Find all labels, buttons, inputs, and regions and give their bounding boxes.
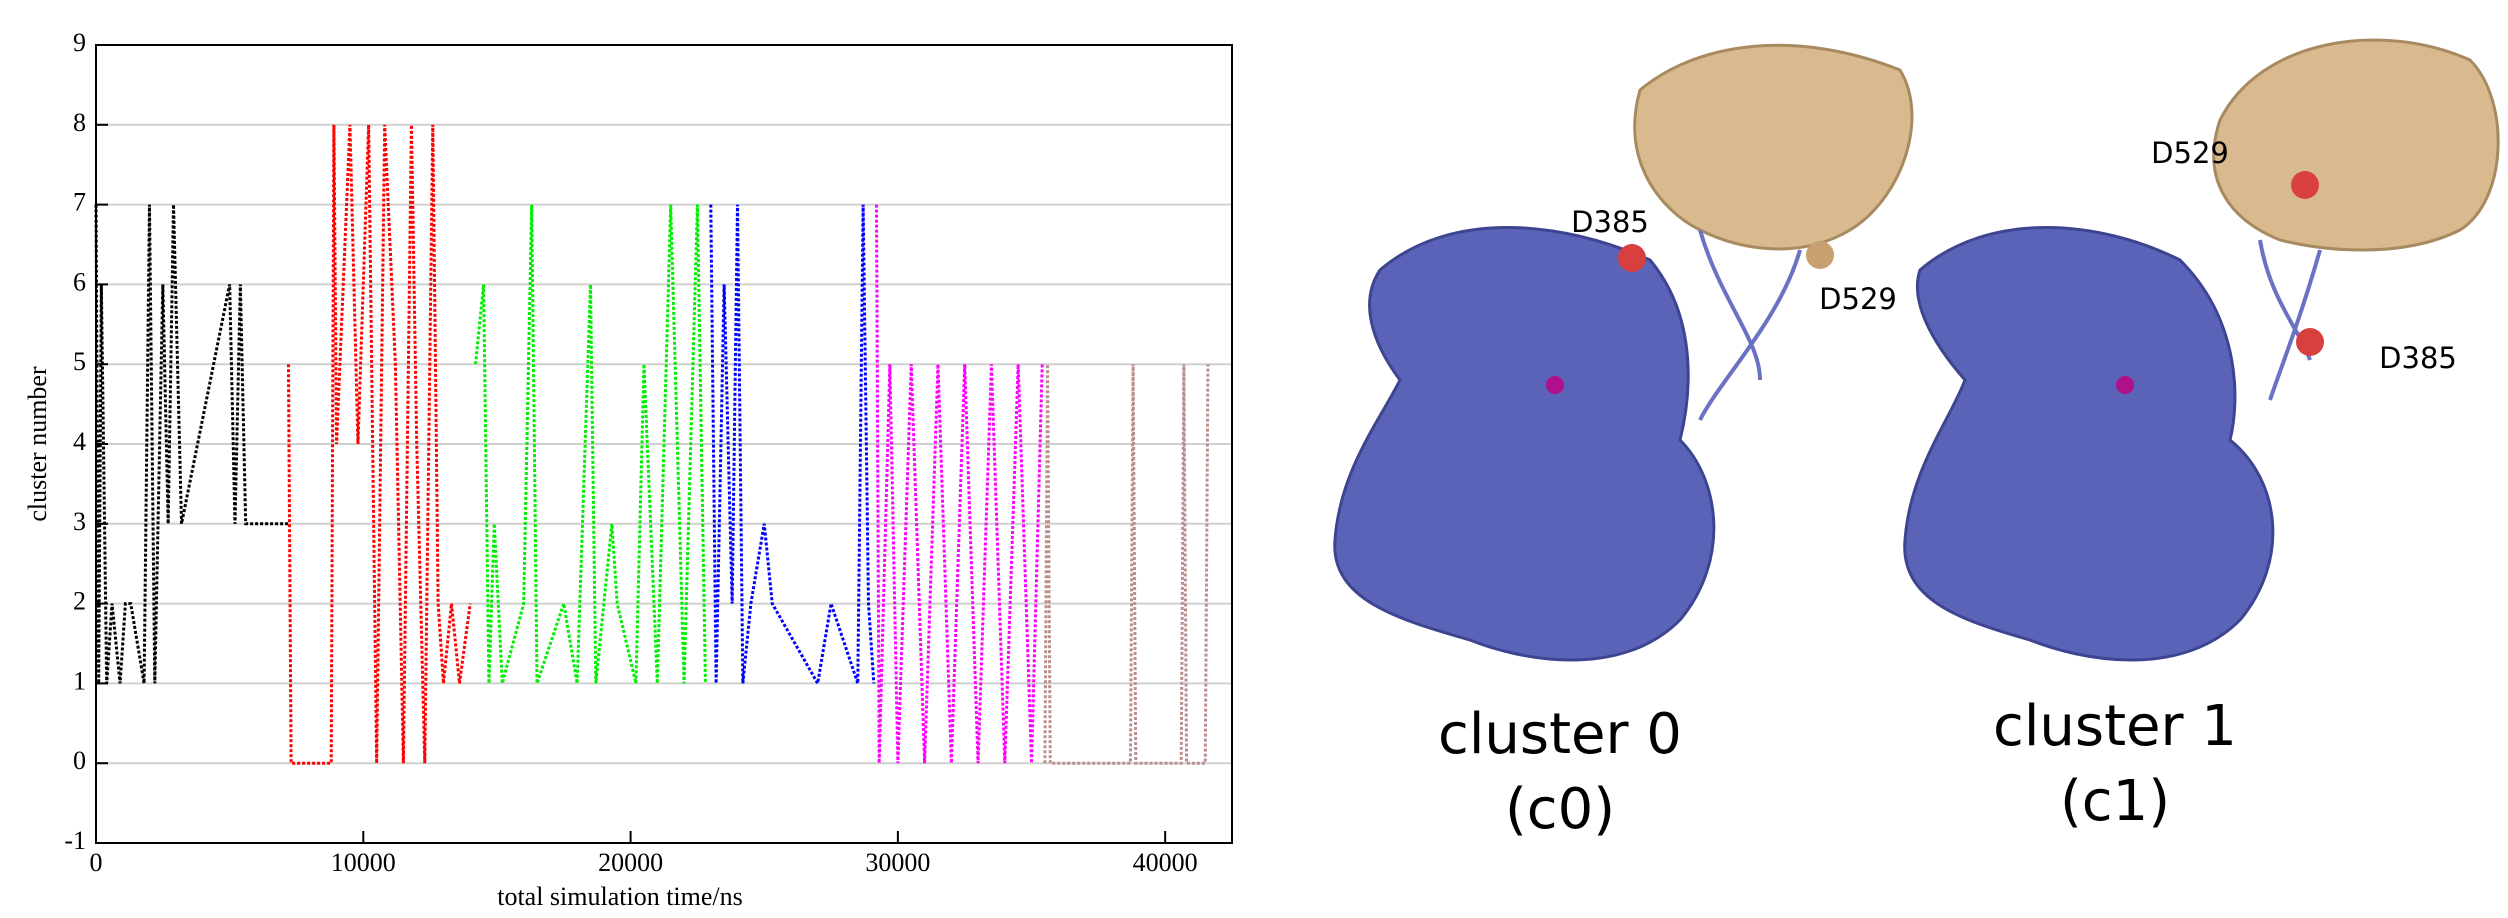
y-tick-label: 2 (73, 587, 86, 616)
y-tick-label: 4 (73, 427, 86, 456)
y-tick-label: 5 (73, 347, 86, 376)
y-tick-label: 7 (73, 188, 86, 217)
structure-images (1333, 38, 2500, 662)
y-tick-label: 6 (73, 267, 86, 296)
structure-subtitle: (c0) (1505, 777, 1615, 842)
plot-frame (95, 44, 1233, 844)
protein-cluster-0 (1333, 43, 1914, 662)
structure-labels: D385 D529 cluster 0 (c0) D529 D385 clust… (1438, 136, 2457, 842)
residue-label: D529 (1819, 282, 1897, 316)
y-axis-label: cluster number (23, 366, 52, 522)
protein-cluster-1 (1903, 38, 2500, 662)
structure-title: cluster 1 (1993, 694, 2237, 759)
x-tick-label: 30000 (865, 848, 930, 877)
residue-label: D529 (2151, 136, 2229, 170)
series-line (1043, 364, 1210, 765)
y-tick-label: 3 (73, 507, 86, 536)
structure-title: cluster 0 (1438, 702, 1682, 767)
x-tick-label: 0 (90, 848, 103, 877)
x-axis-label: total simulation time/ns (497, 882, 743, 911)
series-line (474, 204, 707, 684)
x-tick-label: 10000 (331, 848, 396, 877)
x-tick-label: 40000 (1133, 848, 1198, 877)
series-line (286, 124, 472, 765)
y-tick-label: 8 (73, 108, 86, 137)
series-line (94, 204, 289, 684)
series-line (874, 204, 1044, 764)
y-tick-label: 9 (73, 28, 86, 57)
y-tick-label: 1 (73, 666, 86, 695)
y-tick-label: 0 (73, 746, 86, 775)
series-line (709, 204, 876, 688)
x-tick-label: 20000 (598, 848, 663, 877)
residue-label: D385 (2379, 341, 2457, 375)
y-tick-label: -1 (64, 826, 86, 855)
structure-subtitle: (c1) (2060, 769, 2170, 834)
chart: total simulation time/ns cluster number … (23, 28, 1233, 911)
residue-label: D385 (1571, 205, 1649, 239)
